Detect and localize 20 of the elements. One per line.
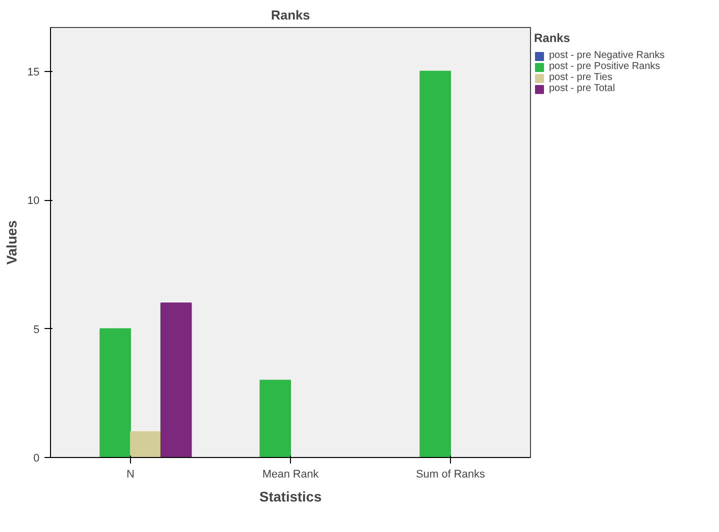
chart-title: Ranks — [270, 8, 310, 22]
x-tick-label: Sum of Ranks — [416, 468, 486, 480]
bar — [130, 431, 162, 458]
y-tick-label: 10 — [27, 195, 40, 208]
legend-label: post - pre Ties — [549, 72, 612, 83]
y-tick-label: 0 — [33, 452, 40, 464]
legend-label: post - pre Positive Ranks — [549, 61, 660, 72]
y-axis-title: Values — [3, 220, 20, 265]
x-tick-label: N — [126, 468, 135, 480]
legend-title: Ranks — [534, 31, 572, 45]
bar — [100, 328, 131, 458]
x-axis-title: Statistics — [259, 488, 322, 504]
y-tick-label: 5 — [33, 324, 40, 336]
y-tick-label: 15 — [27, 66, 40, 78]
bar — [260, 380, 291, 458]
bar — [420, 70, 451, 458]
bar — [160, 302, 192, 458]
legend-label: post - pre Negative Ranks — [549, 50, 665, 61]
legend-label: post - pre Total — [549, 83, 615, 94]
x-tick-label: Mean Rank — [262, 468, 320, 480]
